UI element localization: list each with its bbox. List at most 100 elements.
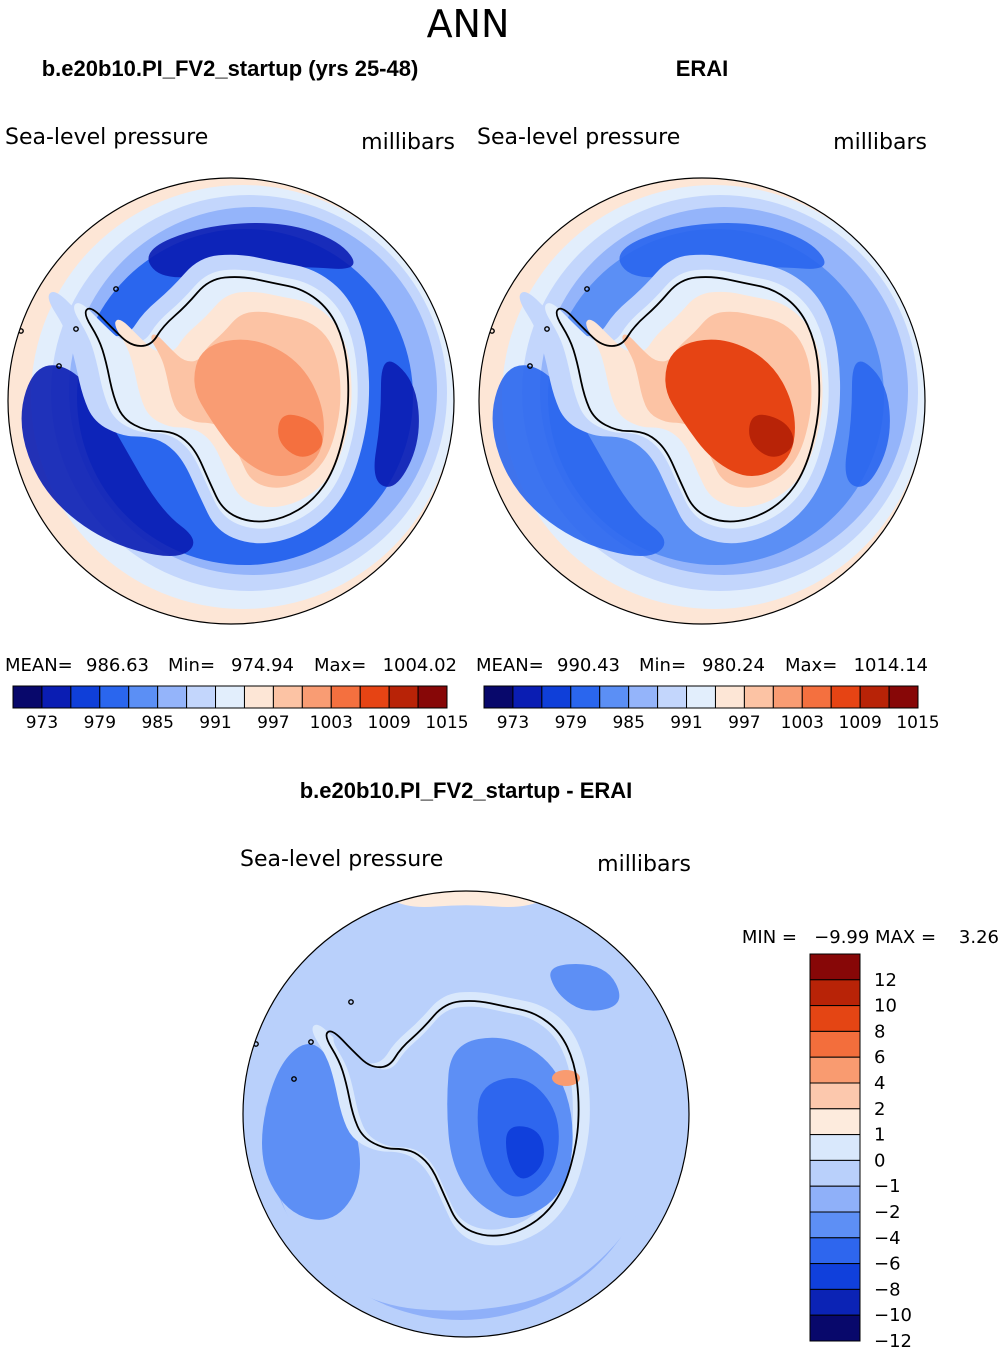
- diff-colorbar-tick: −2: [874, 1202, 901, 1223]
- diff-colorbar-box-10: [809, 1185, 861, 1213]
- panel-difference-map: [243, 891, 689, 1337]
- colorbar-box-8: [215, 685, 245, 709]
- panel-difference-variable: Sea-level pressure: [240, 847, 443, 872]
- colorbar-tick-979: 979: [555, 713, 587, 733]
- panel-model-max-label: Max=: [314, 655, 366, 676]
- diff-colorbar-box-4: [809, 1030, 861, 1058]
- diff-colorbar-box-2: [809, 979, 861, 1007]
- diff-colorbar-box-7: [809, 1108, 861, 1136]
- colorbar-box-9: [714, 685, 745, 709]
- colorbar-box-2: [41, 685, 72, 709]
- diff-colorbar-tick: 10: [874, 996, 897, 1017]
- coastline-island-2: [308, 1039, 314, 1045]
- coastline-antarctica: [84, 276, 350, 523]
- colorbar-box-7: [186, 685, 217, 709]
- colorbar-box-6: [157, 685, 188, 709]
- colorbar-tick-1003: 1003: [310, 713, 353, 733]
- colorbar-tick-973: 973: [26, 713, 58, 733]
- diff-colorbar-box-1: [809, 953, 861, 981]
- coastline-antarctica: [325, 1000, 580, 1237]
- coastline-island-4: [56, 363, 62, 369]
- colorbar-tick-1015: 1015: [425, 713, 468, 733]
- colorbar-box-7: [657, 685, 688, 709]
- colorbar-box-4: [99, 685, 130, 709]
- diff-colorbar-tick: −6: [874, 1254, 901, 1275]
- figure-title: ANN: [427, 2, 510, 46]
- diff-colorbar-box-12: [809, 1237, 861, 1265]
- panel-obs-map-border: [478, 177, 926, 625]
- diff-colorbar-tick: −4: [874, 1228, 901, 1249]
- diff-colorbar-box-3: [809, 1005, 861, 1032]
- colorbar-tick-991: 991: [199, 713, 231, 733]
- diff-colorbar-box-8: [809, 1134, 861, 1161]
- colorbar-box-13: [359, 685, 390, 709]
- panel-model: b.e20b10.PI_FV2_startup (yrs 25-48) Sea-…: [5, 56, 469, 733]
- colorbar-tick-997: 997: [257, 713, 289, 733]
- panel-model-case-title: b.e20b10.PI_FV2_startup (yrs 25-48): [42, 56, 419, 81]
- colorbar-box-8: [686, 685, 716, 709]
- colorbar-box-1: [12, 685, 43, 709]
- coastline-island-4: [527, 363, 533, 369]
- diff-band-positive-rim: [387, 891, 552, 907]
- colorbar-tick-985: 985: [141, 713, 173, 733]
- colorbar-box-15: [888, 685, 919, 709]
- colorbar-box-4: [570, 685, 601, 709]
- colorbar-tick-1003: 1003: [781, 713, 824, 733]
- coastline-island-2: [544, 326, 550, 332]
- panel-obs-max: 1014.14: [854, 655, 928, 676]
- panel-model-map: [8, 178, 454, 624]
- colorbar-box-5: [128, 685, 159, 709]
- diff-colorbar-tick: 6: [874, 1047, 885, 1068]
- contour-peak: [749, 414, 794, 457]
- colorbar-box-3: [541, 685, 572, 709]
- diff-colorbar-tick: −10: [874, 1305, 912, 1326]
- panel-obs-colorbar: 973 979 985 991 997 1003 1009 1015: [483, 685, 940, 733]
- diff-colorbar-tick: −12: [874, 1331, 912, 1352]
- coastline-island-2: [73, 326, 79, 332]
- colorbar-tick-991: 991: [670, 713, 702, 733]
- colorbar-box-13: [830, 685, 861, 709]
- diff-colorbar-box-11: [809, 1211, 861, 1239]
- panel-obs: ERAI Sea-level pressure millibars MEAN= …: [476, 56, 940, 733]
- diff-colorbar-tick: 2: [874, 1099, 885, 1120]
- colorbar-box-11: [772, 685, 803, 709]
- diff-colorbar-tick: 12: [874, 970, 897, 991]
- diff-positive-spot: [552, 1070, 580, 1086]
- coastline-island-4: [291, 1076, 297, 1082]
- colorbar-box-12: [330, 685, 361, 709]
- panel-obs-variable: Sea-level pressure: [477, 125, 680, 150]
- diff-colorbar-tick: −8: [874, 1279, 901, 1300]
- diff-colorbar-box-14: [809, 1288, 861, 1316]
- colorbar-tick-997: 997: [728, 713, 760, 733]
- diff-colorbar-tick: 4: [874, 1073, 885, 1094]
- diff-colorbar-box-9: [809, 1159, 861, 1187]
- panel-obs-min: 980.24: [702, 655, 765, 676]
- diff-colorbar-box-5: [809, 1056, 861, 1084]
- panel-obs-case-title: ERAI: [676, 56, 729, 81]
- colorbar-tick-985: 985: [612, 713, 644, 733]
- panel-obs-max-label: Max=: [785, 655, 837, 676]
- diff-interior-min: [506, 1126, 544, 1179]
- colorbar-tick-1015: 1015: [896, 713, 939, 733]
- coastline-island-1: [113, 286, 119, 292]
- panel-model-map-border: [7, 177, 455, 625]
- diff-colorbar-tick: 0: [874, 1150, 885, 1171]
- colorbar-box-14: [388, 685, 419, 709]
- panel-obs-mean-label: MEAN=: [476, 655, 544, 676]
- colorbar-box-5: [599, 685, 630, 709]
- colorbar-box-3: [70, 685, 101, 709]
- panel-model-mean: 986.63: [86, 655, 149, 676]
- colorbar-box-10: [743, 685, 774, 709]
- contour-low-1: [21, 365, 194, 556]
- diff-colorbar-box-6: [809, 1082, 861, 1110]
- colorbar-box-10: [272, 685, 303, 709]
- colorbar-tick-979: 979: [84, 713, 116, 733]
- coastline-antarctica: [555, 276, 821, 523]
- diff-low-west: [262, 1044, 360, 1220]
- panel-model-colorbar: 973 979 985 991 997 1003 1009 1015: [12, 685, 469, 733]
- colorbar-tick-1009: 1009: [368, 713, 411, 733]
- panel-model-variable: Sea-level pressure: [5, 125, 208, 150]
- panel-obs-mean: 990.43: [557, 655, 620, 676]
